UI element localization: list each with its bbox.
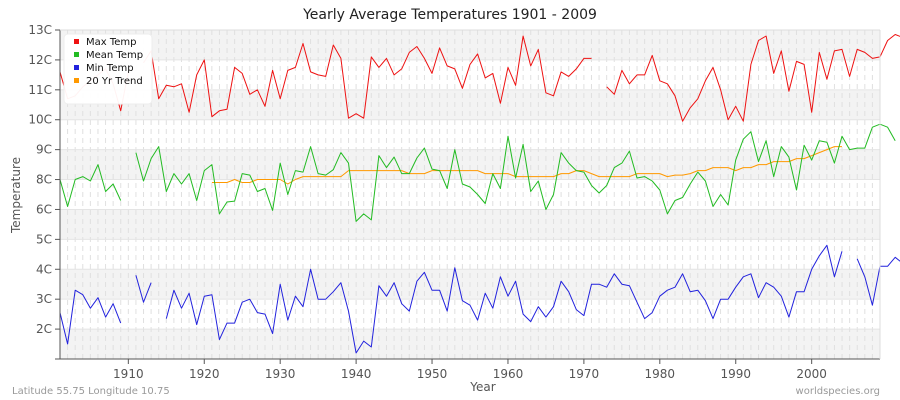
source-credit: worldspecies.org [796,386,880,397]
y-tick-label: 8C [36,173,52,187]
y-tick-label: 13C [28,23,52,37]
legend-label: Min Temp [86,63,134,74]
legend: Max Temp Mean Temp Min Temp 20 Yr Trend [63,33,153,105]
y-tick-label: 10C [28,113,52,127]
x-tick-label: 1970 [569,367,600,381]
y-tick-label: 12C [28,53,52,67]
y-tick-label: 5C [36,232,52,246]
y-axis-label: Temperature [9,157,23,234]
x-tick-label: 1990 [720,367,751,381]
x-tick-label: 1940 [341,367,372,381]
x-tick-label: 2000 [796,367,827,381]
mean-temp-line [59,123,896,222]
chart-title: Yearly Average Temperatures 1901 - 2009 [302,7,597,23]
x-tick-label: 1930 [265,367,296,381]
x-axis-label: Year [469,380,495,394]
y-tick-label: 4C [36,262,52,276]
legend-label: Mean Temp [86,50,143,61]
grid-lines [59,29,881,360]
y-tick-label: 3C [36,292,52,306]
20-yr-trend-line [211,146,842,185]
min-temp-swatch-icon [74,65,79,70]
legend-label: 20 Yr Trend [86,76,143,87]
y-tick-label: 6C [36,202,52,216]
y-tick-label: 9C [36,143,52,157]
min-temp-line [59,244,900,354]
axes: 13C 12C 11C 10C 9C 8C 6C 5C 4C 3C 2C 1910 1920 1930 19… [28,23,881,381]
x-tick-label: 1960 [493,367,524,381]
mean-temp-swatch-icon [74,52,79,57]
20-yr-trend-swatch-icon [74,78,79,83]
legend-label: Max Temp [86,37,137,48]
y-tick-label: 2C [36,322,52,336]
x-tick-label: 1920 [189,367,220,381]
y-tick-label: 11C [28,83,52,97]
x-tick-label: 1980 [645,367,676,381]
x-tick-label: 1950 [417,367,448,381]
max-temp-swatch-icon [74,39,79,44]
x-tick-label: 1910 [113,367,144,381]
coordinates-caption: Latitude 55.75 Longitude 10.75 [12,386,170,397]
